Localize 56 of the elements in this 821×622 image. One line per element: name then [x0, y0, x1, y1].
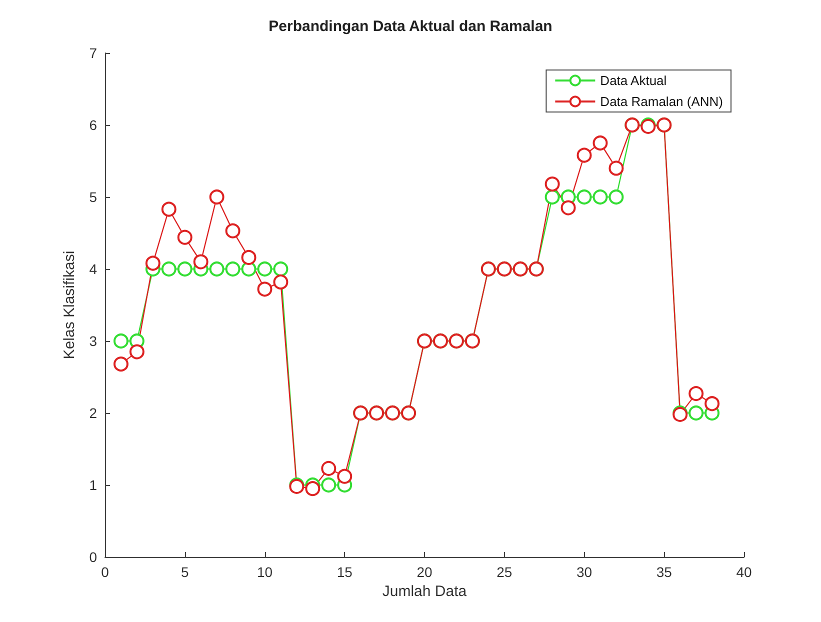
point [688, 386, 704, 402]
x-axis-title: Jumlah Data [382, 582, 468, 600]
point [305, 481, 320, 496]
point [273, 274, 288, 290]
point [608, 160, 624, 176]
point [177, 230, 192, 245]
x-tick-label: 35 [656, 564, 672, 580]
point [576, 148, 592, 163]
y-tick-label: 5 [89, 189, 98, 205]
point [193, 254, 208, 270]
point [688, 406, 704, 420]
point [257, 282, 272, 297]
point [592, 190, 608, 204]
x-tick-label: 40 [736, 564, 752, 580]
point [273, 262, 288, 276]
x-tick-label: 5 [180, 564, 189, 580]
point [704, 396, 720, 412]
point [177, 262, 192, 276]
point [129, 344, 144, 360]
legend-label: Data Ramalan (ANN) [600, 94, 724, 109]
point [209, 190, 224, 204]
point [257, 262, 272, 276]
y-tick-label: 0 [89, 549, 98, 565]
point [544, 190, 560, 204]
point [592, 136, 608, 150]
point [225, 262, 240, 276]
point [321, 478, 336, 492]
x-tick-label: 30 [576, 564, 592, 580]
point [608, 190, 624, 204]
chart-title: Perbandingan Data Aktual dan Ramalan [268, 18, 552, 35]
point [161, 262, 176, 276]
point [560, 200, 576, 216]
x-tick-label: 20 [416, 564, 432, 580]
point [209, 262, 224, 276]
x-tick-label: 25 [496, 564, 512, 580]
y-tick-label: 7 [89, 45, 98, 61]
point [337, 468, 352, 484]
x-tick-label: 0 [101, 564, 110, 580]
y-tick-label: 3 [89, 333, 98, 349]
point [321, 460, 336, 476]
point [544, 176, 560, 192]
y-tick-label: 4 [89, 261, 98, 277]
point [113, 334, 128, 348]
legend-label: Data Aktual [600, 73, 667, 88]
point [145, 256, 160, 271]
x-tick-label: 15 [336, 564, 353, 580]
point [225, 223, 240, 238]
y-tick-label: 1 [89, 477, 98, 493]
point [576, 190, 592, 204]
y-tick-label: 6 [89, 117, 98, 133]
point [241, 250, 256, 265]
y-tick-label: 2 [89, 405, 98, 421]
y-axis-title: Kelas Klasifikasi [61, 250, 78, 360]
point [113, 356, 128, 372]
point [161, 202, 176, 217]
x-tick-label: 10 [256, 564, 273, 580]
